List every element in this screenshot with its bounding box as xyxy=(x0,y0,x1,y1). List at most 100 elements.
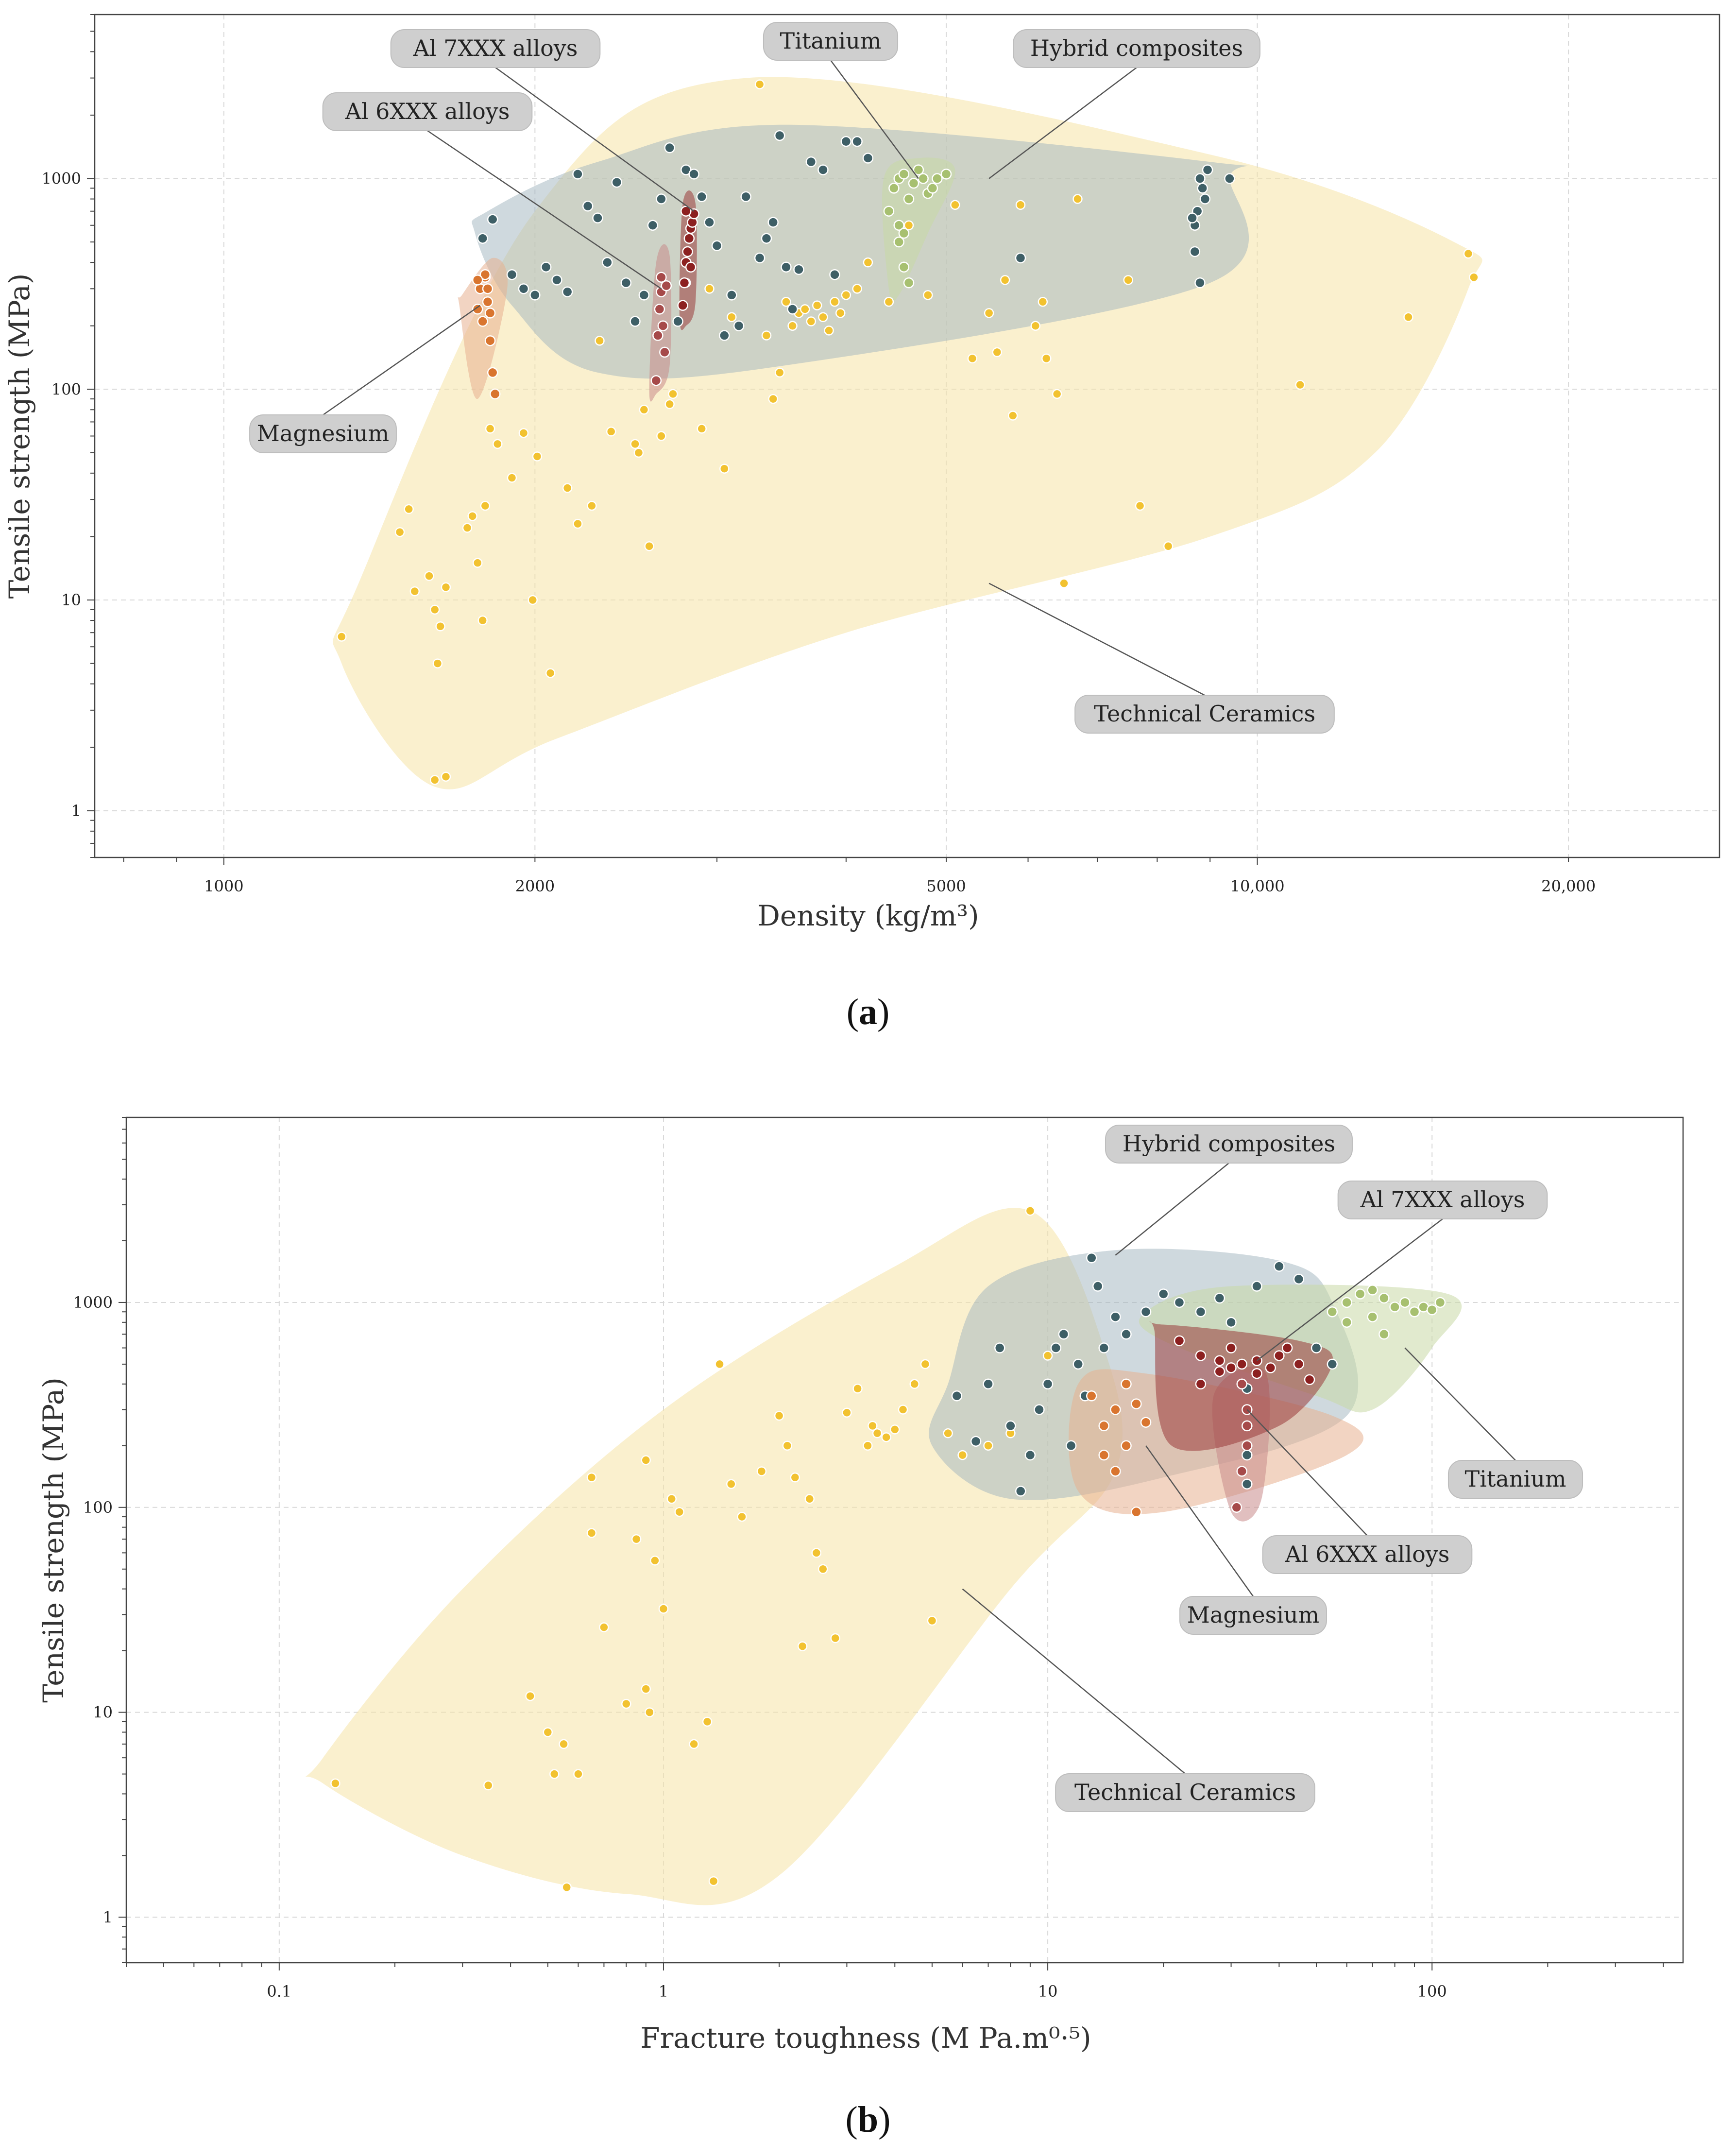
point-titanium xyxy=(883,206,895,217)
point-titanium xyxy=(903,277,915,289)
point-hybrid xyxy=(647,220,659,231)
point-hybrid xyxy=(1195,1306,1207,1318)
point-hybrid xyxy=(1065,1440,1077,1452)
point-hybrid xyxy=(1214,1292,1225,1304)
x-tick-label: 0.1 xyxy=(267,1982,291,2001)
point-hybrid xyxy=(1202,164,1213,175)
point-hybrid xyxy=(1072,1358,1084,1370)
point-ceramics xyxy=(1030,321,1041,331)
point-ceramics xyxy=(441,771,451,782)
point-magnesium xyxy=(1098,1449,1109,1461)
point-ceramics xyxy=(472,558,483,568)
point-hybrid xyxy=(1098,1342,1109,1353)
point-hybrid xyxy=(487,214,498,225)
point-ceramics xyxy=(852,1383,863,1394)
point-ceramics xyxy=(1015,200,1026,210)
point-ceramics xyxy=(804,1494,815,1504)
annotation-pill xyxy=(1179,1596,1327,1635)
y-tick-label: 1000 xyxy=(73,1293,113,1312)
point-hybrid xyxy=(477,233,488,244)
minor-ticks xyxy=(119,1117,1664,1970)
point-al6 xyxy=(1236,1466,1247,1477)
point-ceramics xyxy=(656,431,666,441)
point-titanium xyxy=(1389,1302,1400,1313)
annotation-label: Technical Ceramics xyxy=(1094,701,1315,727)
point-hybrid xyxy=(951,1390,963,1402)
annotation-leader xyxy=(830,60,919,179)
x-tick-label: 20,000 xyxy=(1541,877,1596,895)
point-titanium xyxy=(903,193,915,205)
caption-a: (a) xyxy=(846,992,890,1032)
point-ceramics xyxy=(824,325,834,336)
point-ceramics xyxy=(726,1479,736,1489)
point-hybrid xyxy=(1194,173,1206,184)
point-hybrid xyxy=(582,200,594,212)
point-al7 xyxy=(1281,1342,1293,1353)
point-ceramics xyxy=(1469,272,1479,282)
x-tick-label: 1 xyxy=(659,1982,668,2001)
annotation-label: Al 7XXX alloys xyxy=(1360,1186,1525,1213)
y-tick-label: 100 xyxy=(83,1498,113,1517)
point-ceramics xyxy=(761,330,772,341)
annotation-pill xyxy=(763,22,899,61)
point-magnesium xyxy=(472,304,483,315)
point-titanium xyxy=(1379,1292,1390,1304)
point-hybrid xyxy=(1187,212,1198,223)
point-ceramics xyxy=(1463,248,1474,259)
point-hybrid xyxy=(781,261,792,273)
point-al7 xyxy=(685,261,697,273)
point-hybrid xyxy=(1251,1281,1262,1292)
point-ceramics xyxy=(639,405,649,415)
point-ceramics xyxy=(884,297,894,307)
point-magnesium xyxy=(1110,1404,1121,1415)
annotation-leader xyxy=(988,67,1137,179)
point-ceramics xyxy=(774,367,785,378)
point-hybrid xyxy=(1224,173,1235,184)
point-magnesium xyxy=(1121,1440,1132,1452)
point-hybrid xyxy=(602,257,613,268)
point-al7 xyxy=(683,233,695,244)
point-al7 xyxy=(677,300,688,311)
point-hybrid xyxy=(1042,1378,1054,1390)
point-ceramics xyxy=(645,1707,655,1717)
point-ceramics xyxy=(1000,275,1010,285)
point-ceramics xyxy=(441,582,451,592)
point-ceramics xyxy=(835,308,846,318)
point-al7 xyxy=(1225,1342,1237,1353)
point-hybrid xyxy=(711,240,723,252)
point-hybrid xyxy=(1015,1486,1026,1497)
point-al6 xyxy=(1242,1440,1253,1452)
point-hybrid xyxy=(1157,1288,1169,1300)
point-ceramics xyxy=(1163,541,1174,551)
point-hybrid xyxy=(1327,1358,1338,1370)
point-hybrid xyxy=(704,217,715,228)
point-ceramics xyxy=(811,1548,822,1558)
point-ceramics xyxy=(881,1432,891,1442)
point-hybrid xyxy=(688,169,699,180)
point-ceramics xyxy=(532,451,543,462)
annotation-label: Titanium xyxy=(1465,1466,1566,1492)
point-titanium xyxy=(1327,1306,1338,1318)
point-al6 xyxy=(656,272,667,283)
annotation-leader xyxy=(427,130,662,290)
point-hybrid xyxy=(983,1378,994,1390)
y-axis-label: Tensile strength (MPa) xyxy=(37,1377,70,1703)
point-al7 xyxy=(1195,1378,1207,1390)
point-hybrid xyxy=(551,274,562,286)
point-ceramics xyxy=(409,586,420,597)
point-hybrid xyxy=(1293,1273,1305,1285)
caption-b: (b) xyxy=(845,2099,891,2140)
point-ceramics xyxy=(898,1404,908,1415)
point-ceramics xyxy=(429,775,440,785)
point-ceramics xyxy=(818,312,828,322)
x-tick-label: 5000 xyxy=(926,877,966,895)
point-titanium xyxy=(1367,1311,1378,1322)
point-ceramics xyxy=(790,1472,800,1483)
point-hybrid xyxy=(592,212,603,223)
point-al7 xyxy=(1195,1350,1207,1361)
point-ceramics xyxy=(787,321,798,331)
point-magnesium xyxy=(1140,1417,1152,1428)
point-hybrid xyxy=(1199,193,1211,205)
point-hybrid xyxy=(1311,1342,1322,1353)
point-al6 xyxy=(654,304,665,315)
